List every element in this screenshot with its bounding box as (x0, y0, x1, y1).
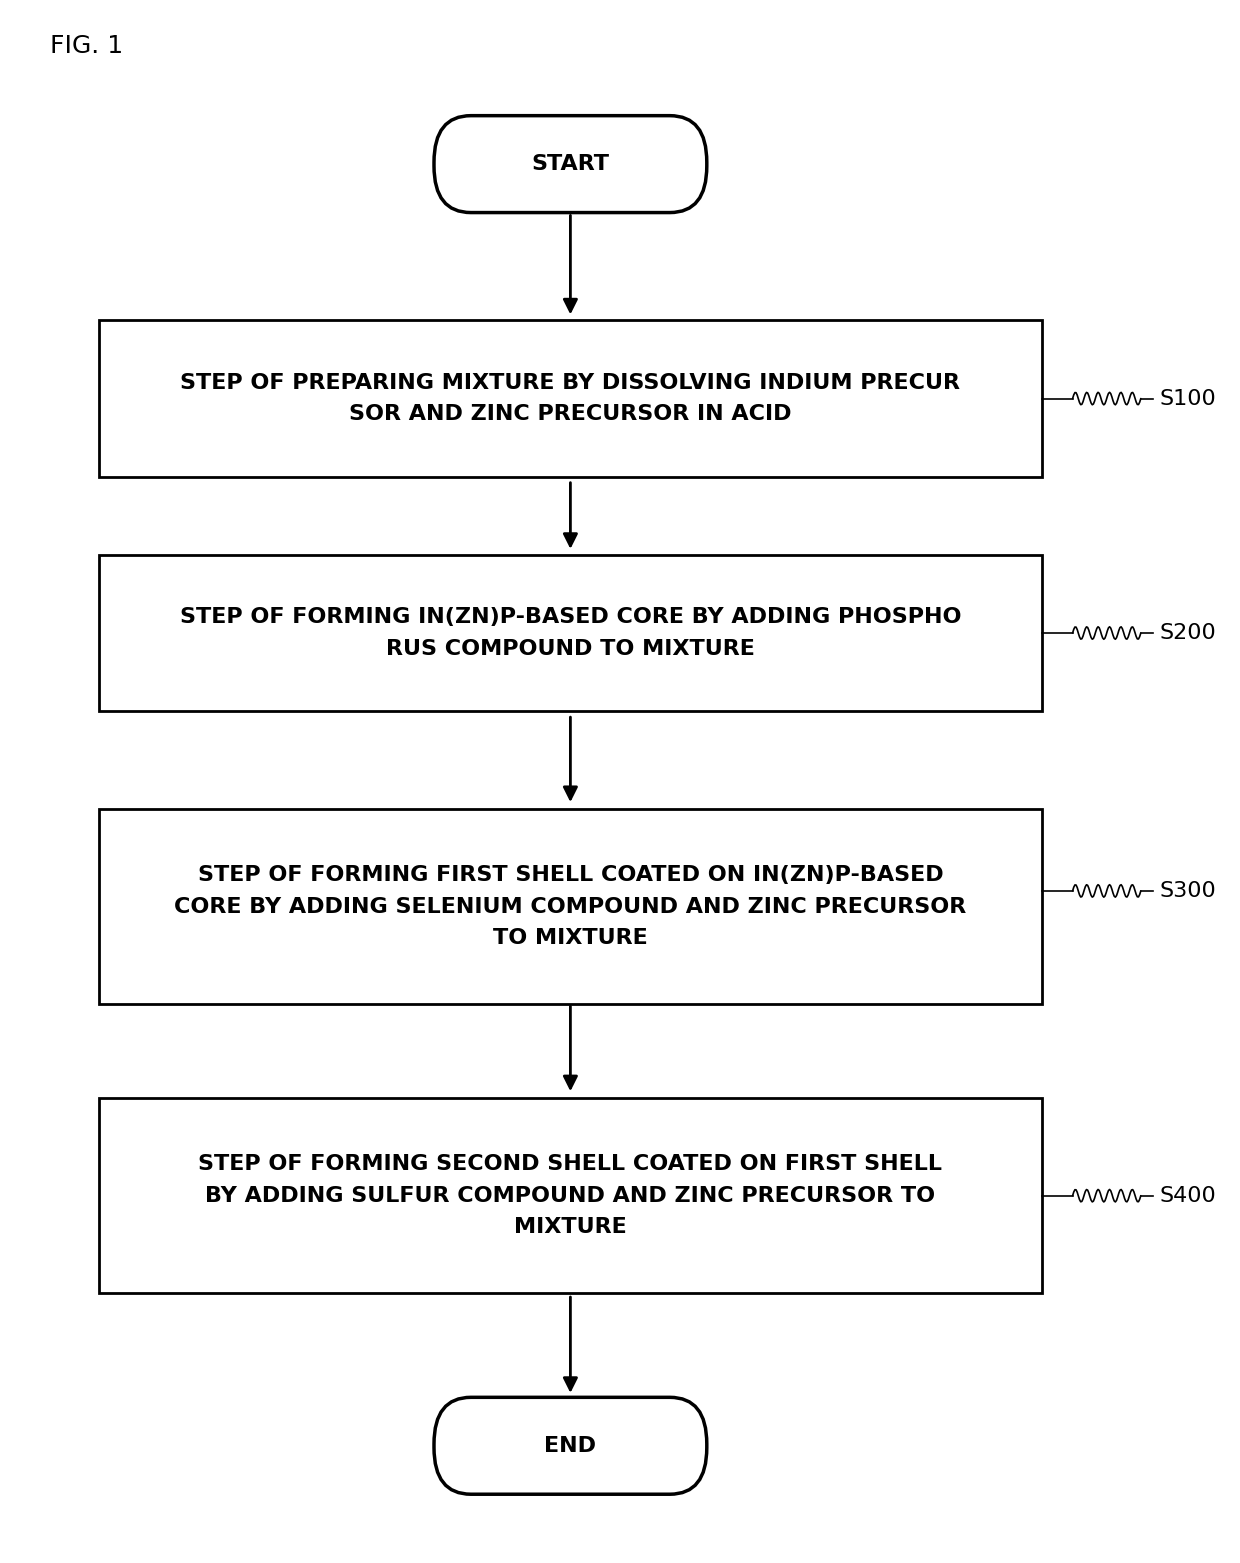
Text: FIG. 1: FIG. 1 (50, 34, 123, 58)
Text: END: END (544, 1436, 596, 1455)
Text: S200: S200 (1159, 624, 1216, 642)
Text: STEP OF PREPARING MIXTURE BY DISSOLVING INDIUM PRECUR
SOR AND ZINC PRECURSOR IN : STEP OF PREPARING MIXTURE BY DISSOLVING … (180, 374, 961, 424)
Text: S400: S400 (1159, 1186, 1216, 1205)
FancyBboxPatch shape (99, 320, 1042, 477)
FancyBboxPatch shape (434, 1397, 707, 1494)
FancyBboxPatch shape (99, 1097, 1042, 1294)
Text: S100: S100 (1159, 389, 1216, 408)
FancyBboxPatch shape (434, 116, 707, 213)
FancyBboxPatch shape (99, 810, 1042, 1005)
FancyBboxPatch shape (99, 555, 1042, 711)
Text: S300: S300 (1159, 882, 1216, 900)
Text: START: START (532, 155, 609, 173)
Text: STEP OF FORMING SECOND SHELL COATED ON FIRST SHELL
BY ADDING SULFUR COMPOUND AND: STEP OF FORMING SECOND SHELL COATED ON F… (198, 1155, 942, 1236)
Text: STEP OF FORMING FIRST SHELL COATED ON IN(ZN)P-BASED
CORE BY ADDING SELENIUM COMP: STEP OF FORMING FIRST SHELL COATED ON IN… (175, 866, 966, 947)
Text: STEP OF FORMING IN(ZN)P-BASED CORE BY ADDING PHOSPHO
RUS COMPOUND TO MIXTURE: STEP OF FORMING IN(ZN)P-BASED CORE BY AD… (180, 608, 961, 658)
